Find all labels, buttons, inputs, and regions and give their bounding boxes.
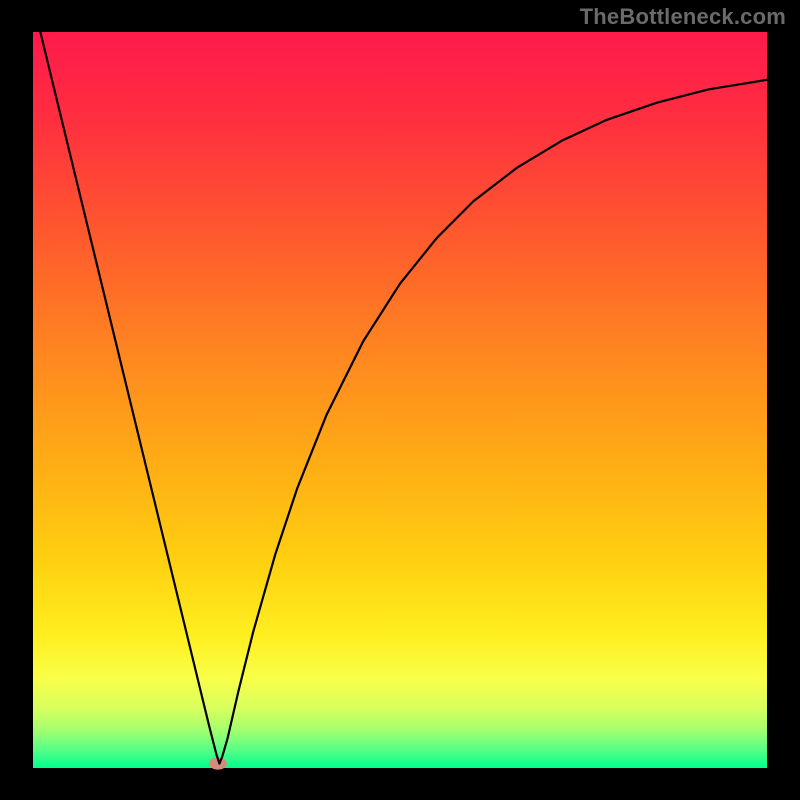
plot-background — [33, 32, 767, 768]
bottleneck-chart — [0, 0, 800, 800]
watermark-text: TheBottleneck.com — [580, 4, 786, 30]
chart-frame: TheBottleneck.com — [0, 0, 800, 800]
